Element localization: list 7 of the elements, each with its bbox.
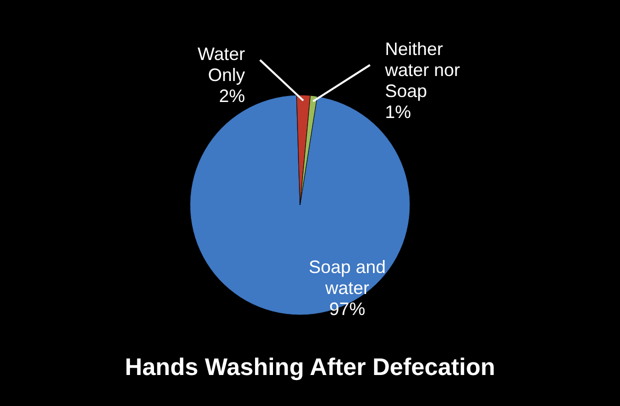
slice-label: Soap and water xyxy=(308,256,386,298)
data-label: 2% xyxy=(218,86,245,106)
slice-label: Water Only xyxy=(198,44,245,85)
slice-label: Neither water nor Soap xyxy=(384,39,460,101)
data-label: 97% xyxy=(329,298,366,319)
data-label: 1% xyxy=(385,102,412,122)
text: Hands Washing After Defecation xyxy=(124,354,496,381)
